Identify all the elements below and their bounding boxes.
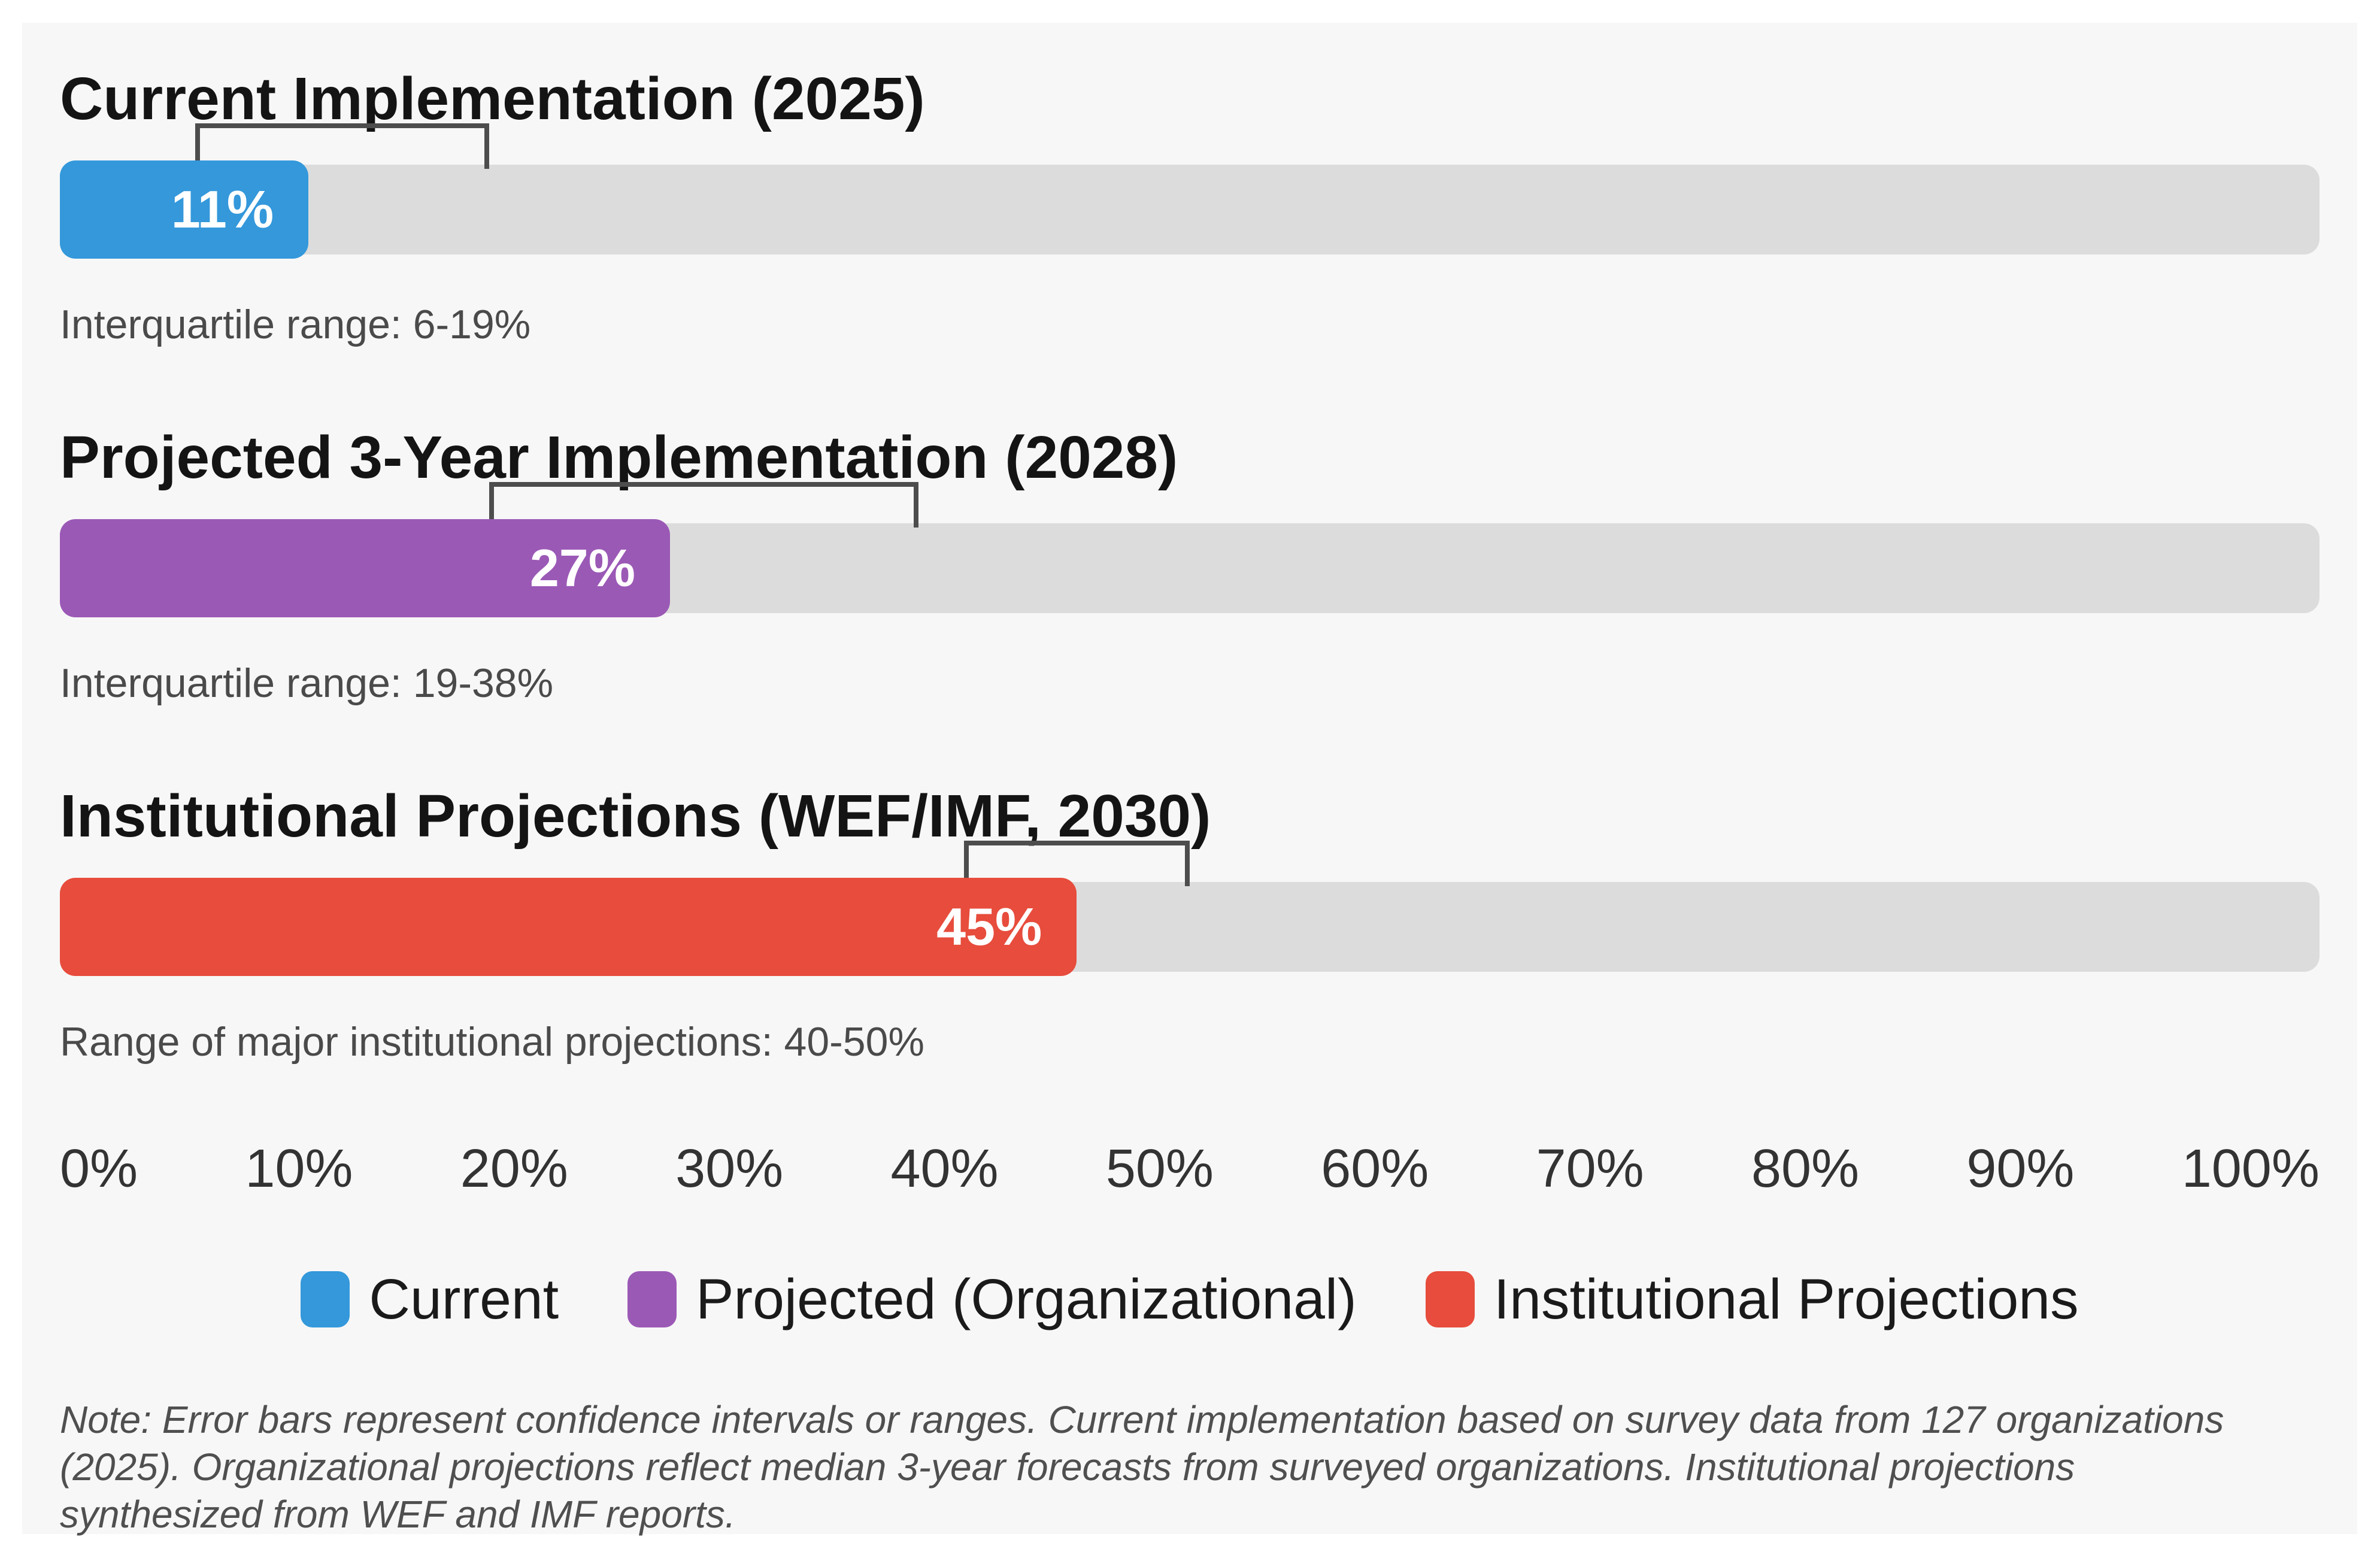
legend-item: Projected (Organizational) bbox=[627, 1269, 1357, 1329]
x-axis-tick-labels: 0% 10% 20% 30% 40% 50% 60% 70% 80% 90% 100% bbox=[60, 1141, 2320, 1198]
bar-fill-current: 11% bbox=[60, 160, 309, 259]
axis-tick-label: 100% bbox=[2181, 1139, 2320, 1199]
axis-tick-label: 20% bbox=[460, 1139, 568, 1199]
error-range-bracket bbox=[963, 841, 1190, 886]
error-range-bracket bbox=[195, 123, 490, 169]
chart-legend: Current Projected (Organizational) Institu… bbox=[60, 1269, 2320, 1329]
axis-tick-label: 80% bbox=[1751, 1139, 1860, 1199]
bar-fill-projected: 27% bbox=[60, 519, 670, 617]
legend-swatch bbox=[1425, 1271, 1475, 1327]
legend-swatch bbox=[301, 1271, 350, 1327]
bar-value-label: 27% bbox=[529, 538, 635, 598]
axis-tick-label: 90% bbox=[1966, 1139, 2075, 1199]
bar-section-current: Current Implementation (2025) 11% Interq… bbox=[60, 65, 2320, 348]
axis-tick-label: 60% bbox=[1321, 1139, 1429, 1199]
range-note: Range of major institutional projections… bbox=[60, 1019, 924, 1065]
axis-tick-label: 70% bbox=[1536, 1139, 1644, 1199]
legend-label: Institutional Projections bbox=[1493, 1268, 2079, 1331]
axis-tick-label: 40% bbox=[890, 1139, 999, 1199]
legend-item: Institutional Projections bbox=[1425, 1268, 2079, 1331]
axis-tick-label: 30% bbox=[675, 1139, 784, 1199]
legend-swatch bbox=[627, 1271, 677, 1327]
legend-item: Current bbox=[301, 1269, 559, 1329]
error-range-bracket bbox=[489, 482, 919, 528]
section-title-projected: Projected 3-Year Implementation (2028) bbox=[60, 424, 1178, 491]
bar-section-projected: Projected 3-Year Implementation (2028) 2… bbox=[60, 423, 2320, 707]
axis-tick-label: 50% bbox=[1105, 1139, 1214, 1199]
bar-row-institutional: 45% bbox=[60, 841, 2320, 976]
bar-row-current: 11% bbox=[60, 123, 2320, 259]
bar-value-label: 11% bbox=[171, 180, 274, 239]
chart-panel: Current Implementation (2025) 11% Interq… bbox=[22, 23, 2357, 1536]
bar-section-institutional: Institutional Projections (WEF/IMF, 2030… bbox=[60, 782, 2320, 1066]
bar-row-projected: 27% bbox=[60, 482, 2320, 617]
section-title-institutional: Institutional Projections (WEF/IMF, 2030… bbox=[60, 783, 1211, 850]
range-note: Interquartile range: 6-19% bbox=[60, 302, 531, 347]
chart-footnote: Note: Error bars represent confidence in… bbox=[60, 1398, 2224, 1536]
axis-tick-label: 0% bbox=[60, 1139, 138, 1199]
bar-value-label: 45% bbox=[936, 897, 1042, 956]
bar-fill-institutional: 45% bbox=[60, 878, 1077, 976]
legend-label: Projected (Organizational) bbox=[696, 1268, 1357, 1331]
range-note: Interquartile range: 19-38% bbox=[60, 660, 554, 706]
bar-track bbox=[60, 165, 2320, 254]
axis-tick-label: 10% bbox=[245, 1139, 353, 1199]
legend-label: Current bbox=[369, 1268, 559, 1331]
section-title-current: Current Implementation (2025) bbox=[60, 65, 925, 132]
